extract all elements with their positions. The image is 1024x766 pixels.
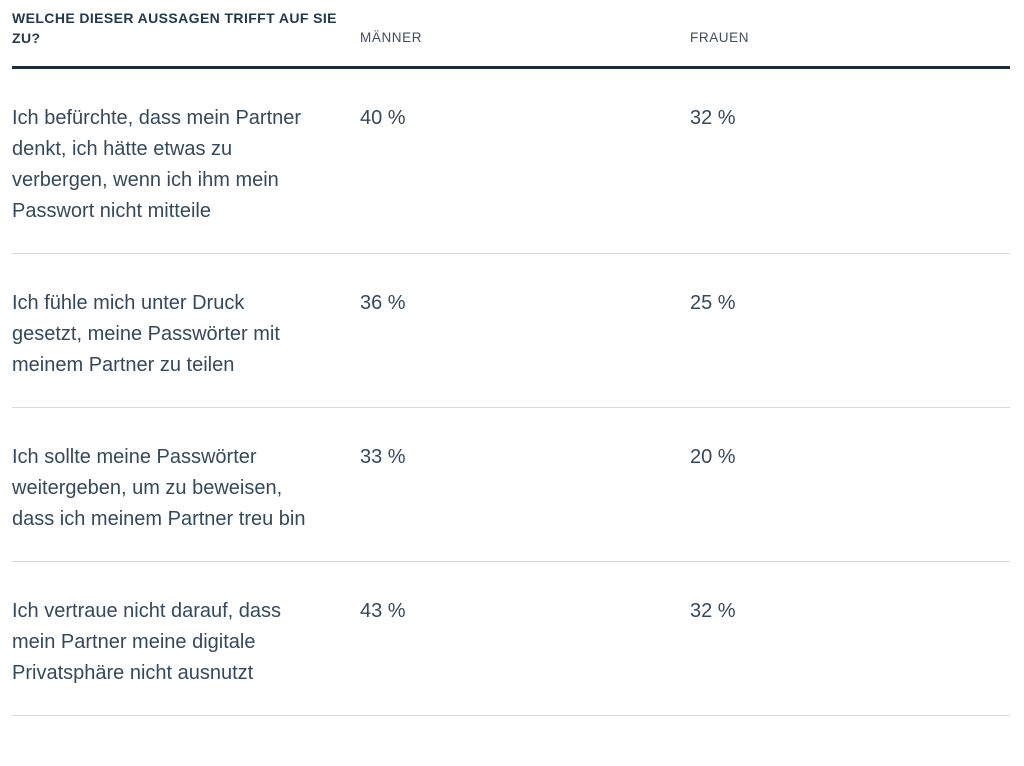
- table-header-row: WELCHE DIESER AUSSAGEN TRIFFT AUF SIE ZU…: [12, 0, 1010, 69]
- men-value: 43 %: [360, 600, 406, 622]
- women-value: 32 %: [690, 600, 736, 622]
- column-header-men: MÄNNER: [360, 30, 423, 45]
- women-value: 32 %: [690, 107, 736, 129]
- table-row: Ich sollte meine Passwörter weitergeben,…: [12, 408, 1010, 562]
- men-value: 40 %: [360, 107, 406, 129]
- men-value: 36 %: [360, 292, 406, 314]
- statement-text: Ich fühle mich unter Druck gesetzt, mein…: [12, 292, 280, 376]
- women-value: 20 %: [690, 446, 736, 468]
- column-header-women: FRAUEN: [690, 30, 750, 45]
- table-row: Ich befürchte, dass mein Partner denkt, …: [12, 69, 1010, 254]
- statement-text: Ich befürchte, dass mein Partner denkt, …: [12, 107, 302, 222]
- table-row: Ich vertraue nicht darauf, dass mein Par…: [12, 562, 1010, 716]
- statement-text: Ich sollte meine Passwörter weitergeben,…: [12, 446, 306, 530]
- women-value: 25 %: [690, 292, 736, 314]
- table-question-title: WELCHE DIESER AUSSAGEN TRIFFT AUF SIE ZU…: [12, 10, 337, 46]
- table-row: Ich fühle mich unter Druck gesetzt, mein…: [12, 254, 1010, 408]
- men-value: 33 %: [360, 446, 406, 468]
- statement-text: Ich vertraue nicht darauf, dass mein Par…: [12, 600, 282, 684]
